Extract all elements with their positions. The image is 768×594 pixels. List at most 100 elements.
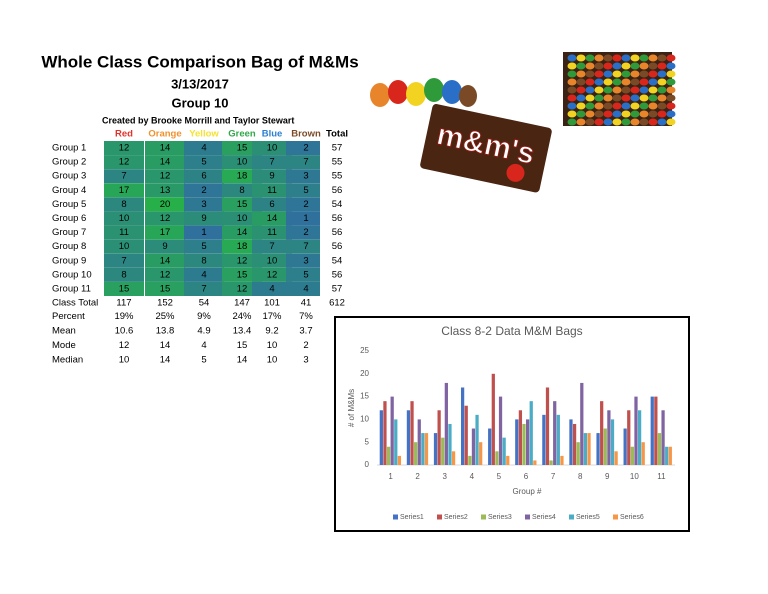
y-tick-label: 20 [360,369,369,378]
title: Whole Class Comparison Bag of M&Ms [41,52,358,71]
bar [468,455,472,465]
x-tick-label: 10 [630,472,639,481]
cell: 9.2 [265,326,278,337]
cell: 612 [329,298,345,309]
date: 3/13/2017 [171,76,229,91]
cell-background [184,211,224,226]
cell: 15 [160,284,171,295]
cell-background [252,155,292,170]
x-tick-label: 9 [605,472,610,481]
y-tick-label: 5 [365,437,370,446]
bar [417,419,421,465]
cell: 9% [197,311,211,322]
row-label: Group 4 [52,185,86,196]
bar [460,387,465,465]
cell: 54 [199,298,210,309]
bar [386,446,391,465]
credit: Created by Brooke Morrill and Taylor Ste… [102,115,294,125]
row-label: Group 10 [52,269,92,280]
cell: 7 [201,284,206,295]
bar [560,455,564,465]
column-header: Red [115,129,133,140]
cell: 5 [303,185,308,196]
y-tick-label: 15 [360,392,369,401]
cell: 3 [303,171,308,182]
cell: 3.7 [299,326,312,337]
cell-background [286,197,320,212]
cell: 10 [267,143,278,154]
bar [529,401,533,465]
cell: 13.4 [233,326,252,337]
bar [515,419,519,465]
row-label: Group 9 [52,255,86,266]
row-label: Group 11 [52,284,91,295]
cell: 9 [201,213,206,224]
cell: 12 [237,255,248,266]
bar [641,442,645,465]
cell-background [252,197,292,212]
cell: 13.8 [156,326,175,337]
cell-background [252,282,292,296]
legend-swatch [613,514,618,520]
cell: 4 [201,340,206,351]
bar [553,401,557,465]
bar [583,433,588,465]
column-header: Green [228,129,256,140]
bar [630,446,635,465]
cell-background [104,239,144,254]
cell: 2 [303,340,308,351]
cell: 14 [237,227,248,238]
cell: 14 [160,255,171,266]
cell-background [252,267,292,282]
column-header: Blue [262,129,283,140]
row-label: Mean [52,326,76,337]
cell: 147 [234,298,250,309]
cell: 15 [119,284,130,295]
cell: 5 [201,241,206,252]
legend-label: Series3 [488,514,512,521]
cell: 4 [269,284,274,295]
x-tick-label: 7 [551,472,556,481]
bar [394,419,398,465]
row-label: Group 3 [52,171,86,182]
cell-background [184,197,224,212]
cell: 12 [119,143,130,154]
bar [397,455,402,465]
bar [444,382,448,465]
bar [424,433,429,465]
cell: 4 [201,269,206,280]
bar [650,396,654,465]
x-tick-label: 2 [415,472,420,481]
bar [580,382,584,465]
cell: 18 [237,171,248,182]
column-header: Orange [148,129,181,140]
cell: 41 [301,298,312,309]
cell: 1 [201,227,206,238]
bar [533,460,537,465]
bar [518,410,523,465]
cell: 3 [303,355,308,366]
cell-background [184,267,224,282]
cell: 55 [332,157,343,168]
cell-background [145,253,185,268]
cell: 8 [121,199,126,210]
bar [587,433,591,465]
cell: 14 [267,213,278,224]
bar [542,414,546,465]
cell-background [104,225,144,240]
cell: 14 [237,355,248,366]
cell-background [104,253,144,268]
cell: 13 [160,185,171,196]
cell: 1 [303,213,308,224]
bar [390,396,394,465]
x-tick-label: 5 [497,472,502,481]
bar [502,437,506,465]
bar [526,419,530,465]
legend-swatch [393,514,398,520]
cell: 11 [119,227,129,238]
legend-label: Series4 [532,514,556,521]
cell: 56 [332,241,343,252]
cell-background [104,211,144,226]
cell: 55 [332,171,343,182]
